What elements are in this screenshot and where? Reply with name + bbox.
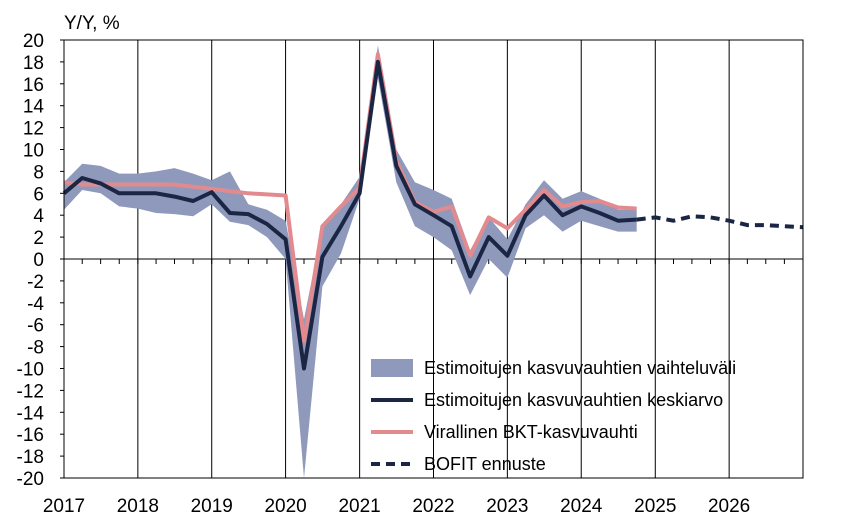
y-tick-label: -4 [27,294,44,315]
y-tick-label: -12 [17,381,44,402]
y-axis-unit-label: Y/Y, % [64,13,120,34]
y-tick-label: 14 [23,97,45,118]
legend: Estimoitujen kasvuvauhtien vaihteluväli E… [371,358,736,474]
x-tick-label: 2025 [634,496,676,517]
y-tick-label: 8 [33,162,44,183]
y-tick-label: 6 [33,184,44,205]
x-tick-label: 2022 [412,496,454,517]
y-tick-label: -16 [17,425,44,446]
y-tick-label: 10 [23,141,44,162]
series-line-official [63,52,637,344]
plot-area: 20181614121086420-2-4-6-8-10-12-14-16-18… [17,31,804,517]
plot-frame [63,39,804,479]
y-tick-label: 2 [33,228,44,249]
legend-label-forecast: BOFIT ennuste [424,454,546,474]
y-tick-label: 12 [23,119,44,140]
x-tick-label: 2023 [486,496,528,517]
legend-swatch-band [371,359,413,377]
y-tick-label: 0 [33,250,44,271]
y-tick-label: 20 [23,31,44,52]
y-tick-label: -10 [17,360,44,381]
y-tick-label: -6 [27,316,44,337]
x-tick-label: 2026 [708,496,750,517]
y-tick-label: -14 [17,403,45,424]
x-tick-label: 2017 [43,496,85,517]
y-tick-label: -8 [27,338,44,359]
y-tick-label: -18 [17,447,44,468]
y-tick-label: 18 [23,53,44,74]
legend-label-band: Estimoitujen kasvuvauhtien vaihteluväli [424,358,736,378]
y-tick-label: 16 [23,75,44,96]
x-tick-label: 2020 [264,496,306,517]
y-tick-label: 4 [33,206,44,227]
y-tick-label: -20 [17,469,44,490]
series-line-forecast [636,214,804,230]
series-line-mean [62,59,637,371]
legend-label-mean: Estimoitujen kasvuvauhtien keskiarvo [424,390,723,410]
x-tick-label: 2021 [338,496,380,517]
x-tick-label: 2024 [560,496,603,517]
band-area [64,45,637,478]
x-tick-label: 2018 [117,496,159,517]
x-tick-label: 2019 [191,496,233,517]
y-tick-label: -2 [27,272,44,293]
legend-label-official: Virallinen BKT-kasvuvauhti [424,422,638,442]
